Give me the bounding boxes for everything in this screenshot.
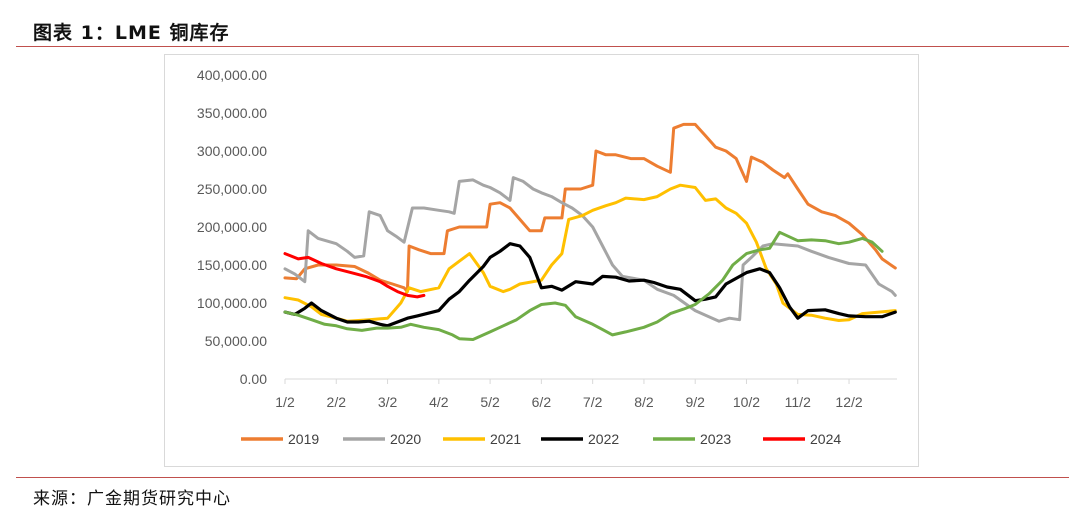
x-tick-label: 2/2 (327, 394, 347, 410)
legend-label-2019: 2019 (288, 431, 319, 447)
y-tick-label: 300,000.00 (197, 143, 267, 159)
x-tick-label: 5/2 (480, 394, 500, 410)
legend-label-2023: 2023 (700, 431, 731, 447)
x-tick-label: 9/2 (685, 394, 705, 410)
x-tick-label: 11/2 (785, 394, 811, 410)
y-tick-label: 0.00 (240, 371, 267, 387)
series-line-2022 (283, 242, 897, 328)
series-line-2024 (283, 252, 426, 299)
y-tick-label: 50,000.00 (205, 333, 267, 349)
y-tick-label: 400,000.00 (197, 67, 267, 83)
source-note: 来源：广金期货研究中心 (33, 489, 231, 509)
x-tick-label: 4/2 (429, 394, 449, 410)
series-line-2023 (283, 230, 884, 341)
x-tick-label: 6/2 (532, 394, 552, 410)
x-tick-label: 8/2 (634, 394, 654, 410)
legend-label-2022: 2022 (588, 431, 619, 447)
legend-label-2020: 2020 (390, 431, 421, 447)
figure-title: 图表 1：LME 铜库存 (33, 22, 230, 44)
chart-frame: 0.00 50,000.00 100,000.00 150,000.00 200,000… (164, 54, 919, 467)
x-tick-label: 3/2 (378, 394, 398, 410)
y-tick-label: 100,000.00 (197, 295, 267, 311)
y-tick-label: 250,000.00 (197, 181, 267, 197)
lme-copper-inventory-chart: 0.00 50,000.00 100,000.00 150,000.00 200,000… (197, 67, 897, 447)
y-tick-label: 200,000.00 (197, 219, 267, 235)
x-tick-label: 10/2 (733, 394, 760, 410)
title-divider (16, 46, 1069, 47)
x-tick-label: 1/2 (275, 394, 295, 410)
series-line-2019 (283, 122, 897, 294)
series-line-2021 (283, 183, 897, 323)
legend-label-2024: 2024 (810, 431, 841, 447)
source-divider (16, 477, 1069, 478)
y-tick-label: 350,000.00 (197, 105, 267, 121)
y-tick-label: 150,000.00 (197, 257, 267, 273)
legend-label-2021: 2021 (490, 431, 521, 447)
x-tick-label: 12/2 (835, 394, 862, 410)
x-tick-label: 7/2 (583, 394, 603, 410)
